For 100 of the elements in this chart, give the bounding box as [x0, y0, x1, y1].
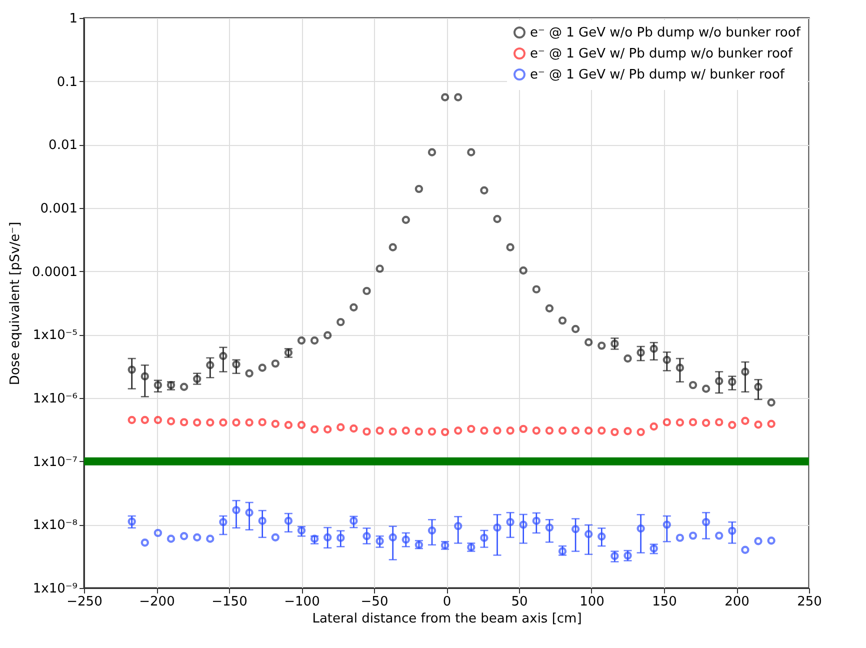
point [662, 418, 671, 426]
point [140, 372, 149, 380]
point [532, 285, 540, 294]
legend-label: e⁻ @ 1 GeV w/o Pb dump w/o bunker roof [530, 26, 801, 40]
point [440, 93, 450, 102]
point [310, 425, 319, 434]
point [440, 428, 450, 436]
x-tick-label: 250 [797, 594, 822, 610]
x-tick-label: 0 [442, 594, 452, 610]
point [571, 525, 580, 534]
point [624, 354, 632, 363]
point [624, 427, 632, 436]
point [232, 418, 240, 427]
point [610, 552, 619, 560]
x-tick-label: −150 [212, 594, 248, 610]
point [715, 532, 724, 540]
point [245, 418, 254, 427]
point [702, 384, 710, 393]
point [180, 532, 188, 540]
x-tick-label: −100 [284, 594, 320, 610]
point [388, 243, 397, 252]
point [271, 420, 280, 428]
point [454, 522, 462, 530]
point [598, 342, 606, 350]
point [402, 536, 410, 544]
point [584, 530, 593, 538]
point [571, 324, 580, 334]
y-tick-label: 1 [69, 12, 78, 26]
point [728, 526, 736, 535]
point [715, 376, 724, 386]
point [532, 516, 540, 525]
point [650, 422, 658, 431]
point [519, 266, 528, 275]
point [350, 516, 358, 525]
point [140, 538, 149, 547]
y-tick-label: 1x10⁻⁶ [32, 392, 78, 406]
point [558, 316, 567, 325]
point [166, 417, 176, 426]
point [428, 427, 436, 436]
point [232, 360, 240, 368]
y-tick-label: 1x10⁻⁷ [32, 454, 78, 470]
point [454, 93, 462, 102]
point [402, 426, 410, 435]
point [493, 214, 502, 224]
point [258, 418, 266, 426]
point [193, 418, 202, 427]
y-tick-label: 1x10⁻⁹ [32, 582, 78, 596]
point [284, 420, 293, 430]
y-tick-label: 0.0001 [32, 264, 78, 280]
point [532, 426, 540, 435]
point [128, 517, 136, 526]
point [493, 523, 502, 532]
point [140, 416, 149, 424]
point [676, 364, 684, 372]
point [767, 536, 776, 545]
x-axis-title: Lateral distance from the beam axis [cm] [312, 612, 582, 626]
point [206, 534, 214, 543]
point [480, 534, 488, 542]
point [715, 418, 724, 426]
point [467, 424, 476, 434]
point [584, 338, 593, 346]
y-tick-label: 0.1 [56, 74, 78, 90]
point [754, 382, 762, 391]
point [480, 426, 488, 435]
point [636, 348, 645, 357]
point [754, 537, 762, 546]
y-axis-title: Dose equivalent [pSv/e⁻] [8, 222, 24, 386]
point [558, 547, 567, 556]
point [545, 523, 554, 532]
point [558, 426, 567, 435]
point [545, 426, 554, 435]
point [376, 264, 384, 273]
point [219, 418, 228, 427]
point [297, 526, 306, 535]
point [376, 537, 384, 546]
point [297, 420, 306, 430]
point [284, 516, 293, 525]
point [688, 532, 698, 540]
point [376, 426, 384, 435]
point [662, 356, 671, 364]
point [414, 427, 424, 436]
y-tick-label: 1x10⁻⁵ [32, 328, 78, 344]
point [598, 532, 606, 541]
point [519, 424, 528, 434]
point [219, 352, 228, 360]
point [232, 506, 240, 514]
point [336, 534, 345, 542]
point [676, 418, 684, 427]
point [206, 418, 214, 427]
point [324, 533, 332, 542]
point [741, 368, 750, 376]
x-tick-label: −200 [139, 594, 175, 610]
point [598, 426, 606, 435]
point [362, 427, 371, 436]
point [650, 344, 658, 353]
point [493, 426, 502, 435]
point [545, 304, 554, 312]
point [193, 533, 202, 542]
point [154, 528, 162, 538]
point [428, 526, 436, 535]
